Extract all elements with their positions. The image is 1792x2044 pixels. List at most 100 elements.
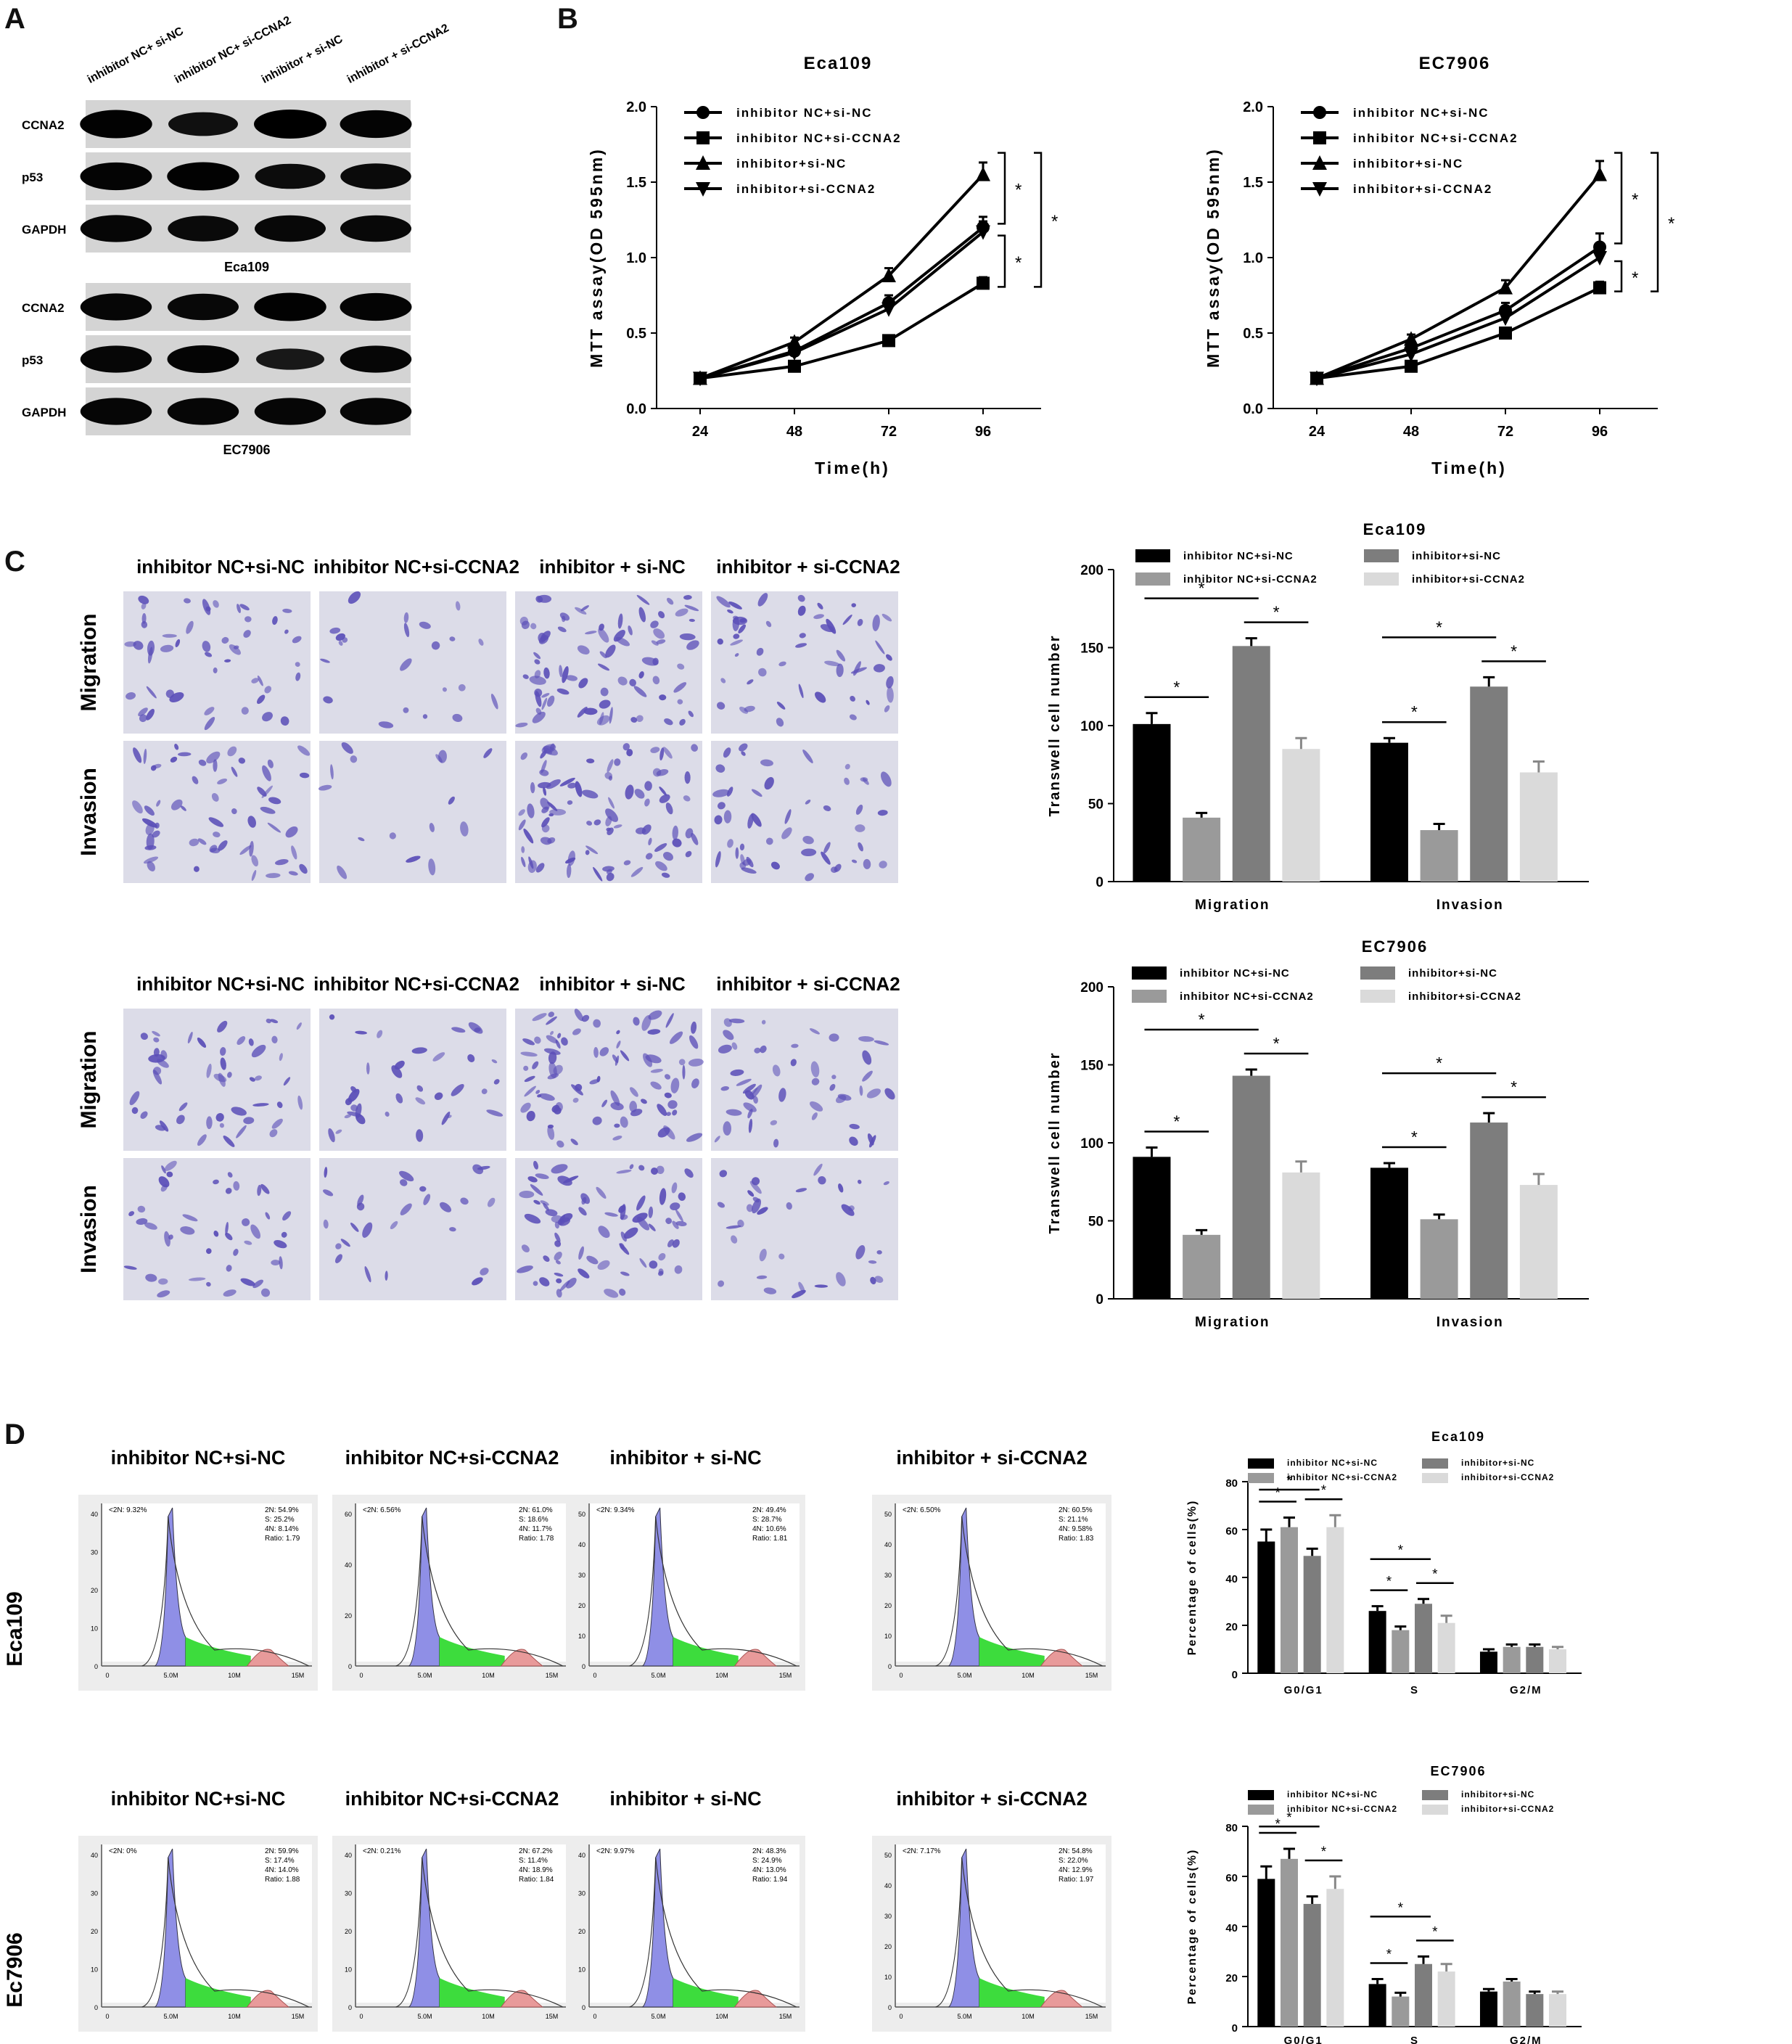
stained-cell [159,1120,169,1132]
stained-cell [562,666,569,684]
significance-mark: * [1321,1844,1327,1860]
stained-cell [416,1129,424,1142]
significance-mark: * [1286,1474,1292,1489]
y-tick-label: 40 [884,1882,892,1889]
stained-cell [829,1083,836,1091]
row-label: Migration [77,1031,101,1129]
legend-label: inhibitor+si-CCNA2 [1353,182,1492,196]
y-axis-label: MTT assay(OD 595nm) [587,147,606,368]
stained-cell [608,797,615,809]
stained-cell [577,645,590,654]
y-tick-label: 20 [884,1943,892,1950]
stained-cell [541,631,551,641]
stained-cell [344,1114,352,1119]
stained-cell [555,1260,561,1265]
data-point [1498,311,1513,327]
y-tick-label: 0 [348,1663,352,1670]
sub-g1-label: <2N: 6.56% [363,1506,401,1514]
stained-cell [206,751,221,764]
stained-cell [657,1271,664,1276]
stained-cell [460,1197,469,1205]
significance-mark: * [1411,1128,1418,1146]
stained-cell [385,1111,390,1117]
stained-cell [756,1275,768,1279]
stained-cell [636,1195,646,1211]
phase-stat: Ratio: 1.94 [752,1876,788,1884]
category-label: Invasion [1437,898,1504,913]
transwell-image [515,591,702,734]
stained-cell [637,1216,650,1231]
x-tick-label: 0 [359,1672,363,1679]
stained-cell [486,1109,504,1117]
stained-cell [781,827,792,840]
stained-cell [271,1035,278,1044]
stained-cell [541,697,548,710]
stained-cell [651,640,659,646]
stained-cell [239,845,252,855]
stained-cell [678,1059,686,1066]
stained-cell [620,1050,630,1062]
stained-cell [810,1061,820,1078]
stained-cell [669,1031,683,1044]
stained-cell [578,1246,584,1260]
stained-cell [539,769,549,776]
stained-cell [855,1245,866,1260]
group-label: inhibitor + si-CCNA2 [896,1788,1087,1810]
stained-cell [616,1030,620,1035]
stained-cell [423,1194,431,1205]
stained-cell [606,872,615,882]
cellcycle-chart-eca109: Eca109 0 20 40 60 80 Percentage of cells(%) * * *… [1186,1429,1582,1696]
stained-cell [193,866,200,872]
stained-cell [666,1112,671,1117]
stained-cell [607,759,614,773]
stained-cell [876,1250,882,1255]
stained-cell [628,625,633,636]
stained-cell [557,1033,562,1039]
significance-mark: * [1015,181,1022,200]
stained-cell [659,747,665,761]
stained-cell [844,763,850,770]
stained-cell [350,1223,359,1232]
blot-band [340,345,412,373]
y-tick-label: 20 [1225,1621,1238,1633]
g2-peak [500,1990,544,2008]
y-tick-label: 50 [1088,1215,1103,1230]
significance-mark: * [1411,702,1418,721]
stained-cell [813,1163,823,1176]
stained-cell [619,1243,630,1255]
x-tick-label: 15M [1085,1672,1098,1679]
stained-cell [291,845,297,860]
stained-cell [455,601,461,611]
legend-label: inhibitor NC+si-NC [1287,1789,1378,1799]
stained-cell [243,630,251,638]
stained-cell [741,751,746,756]
stained-cell [751,789,763,797]
stained-cell [147,861,156,871]
series-line [1316,286,1600,380]
y-tick-label: 40 [345,1561,352,1569]
stained-cell [691,744,699,752]
stained-cell [838,1183,844,1193]
significance-bracket [998,234,1006,288]
stained-cell [519,1190,535,1199]
stained-cell [260,1288,271,1297]
stained-cell [197,838,207,845]
stained-cell [615,636,630,647]
y-tick-label: 2.0 [1243,99,1263,115]
stained-cell [548,1051,557,1064]
x-tick-label: 0 [105,1672,109,1679]
bar [1392,1996,1410,2027]
x-tick-label: 5.0M [957,2013,971,2020]
bar [1519,772,1558,882]
significance-mark: * [1398,1543,1404,1559]
stained-cell [480,1268,489,1276]
stained-cell [533,1199,541,1205]
stained-cell [451,1083,464,1096]
stained-cell [219,1122,225,1128]
stained-cell [772,1064,781,1077]
stained-cell [244,616,252,623]
stained-cell [664,1092,672,1099]
stained-cell [547,1073,559,1080]
stained-cell [609,707,613,724]
